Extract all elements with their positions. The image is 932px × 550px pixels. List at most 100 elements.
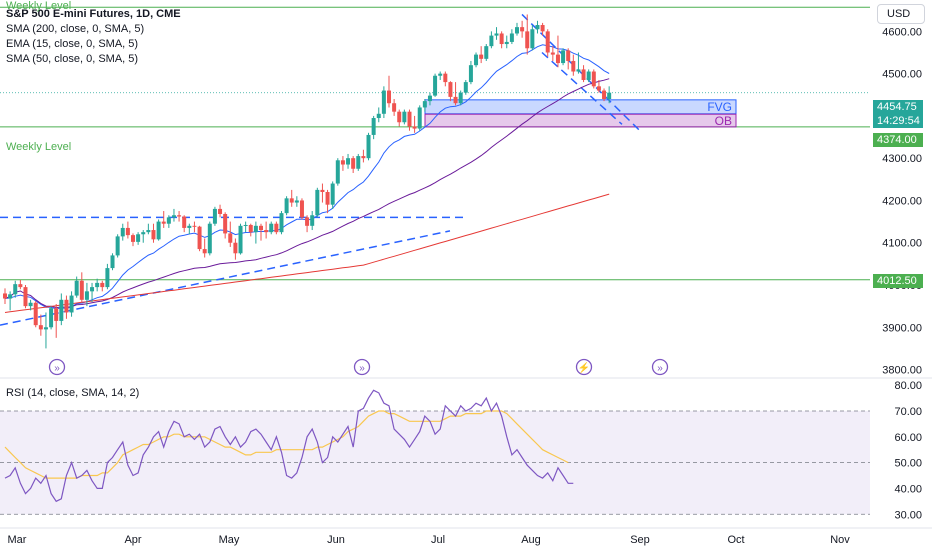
candle-body [325, 192, 330, 205]
candle-body [38, 325, 43, 330]
time-tick-label: Nov [830, 534, 850, 546]
candle-body [361, 156, 366, 159]
channel-lower-dashed-line [541, 51, 623, 125]
candle-body [366, 134, 371, 159]
candle-body [335, 160, 340, 184]
candle-body [43, 327, 48, 330]
candle-body [33, 302, 38, 326]
moving-averages [4, 44, 610, 313]
candle-body [64, 299, 69, 313]
axes: 4600.004500.004400.004300.004200.004100.… [0, 26, 932, 546]
ema15-legend[interactable]: EMA (15, close, 0, SMA, 5) [6, 38, 139, 50]
candle-body [264, 230, 269, 233]
rsi-legend[interactable]: RSI (14, close, SMA, 14, 2) [6, 387, 140, 399]
candle-body [166, 217, 171, 224]
time-tick-label: Aug [521, 534, 541, 546]
weekly-level-label: Weekly Level [6, 141, 72, 153]
candle-body [422, 101, 427, 108]
candle-body [448, 82, 453, 97]
candle-body [8, 294, 13, 299]
candle-body [535, 25, 540, 30]
candle-body [212, 208, 217, 224]
candle-body [146, 230, 151, 233]
candle-body [218, 208, 223, 214]
dividend-event-marker [575, 358, 593, 376]
candle-body [156, 221, 161, 240]
candle-body [371, 118, 376, 135]
candle-body [351, 158, 356, 169]
candle-body [412, 126, 417, 129]
candle-body [136, 234, 141, 242]
candle-body [474, 54, 479, 66]
chart-title[interactable]: S&P 500 E-mini Futures, 1D, CME [6, 8, 181, 20]
candle-body [586, 71, 591, 80]
candle-body [392, 103, 397, 112]
candle-body [84, 291, 89, 300]
time-tick-label: May [219, 534, 240, 546]
time-tick-label: Jun [327, 534, 345, 546]
candle-body [228, 233, 233, 243]
candle-body [438, 73, 443, 76]
fvg-zone [424, 99, 737, 115]
candle-body [566, 50, 571, 61]
level-4012-tag: 4012.50 [873, 274, 923, 288]
sma200-legend[interactable]: SMA (200, close, 0, SMA, 5) [6, 23, 145, 35]
candle-body [555, 54, 560, 64]
time-tick-label: Jul [431, 534, 445, 546]
candle-body [187, 225, 192, 228]
candle-body [110, 255, 115, 269]
candle-body [23, 287, 28, 307]
event-icon: » [54, 363, 60, 374]
candle-body [182, 216, 187, 228]
countdown-tag: 14:29:54 [873, 114, 923, 128]
candle-body [463, 82, 468, 93]
event-marker [48, 358, 66, 376]
candle-body [596, 86, 601, 91]
candle-body [576, 69, 581, 72]
candle-body [100, 282, 105, 288]
candle-body [530, 29, 535, 49]
candle-body [607, 92, 612, 99]
candle-body [253, 225, 258, 233]
candle-body [238, 225, 243, 254]
candle-body [376, 113, 381, 119]
sma50-legend[interactable]: SMA (50, close, 0, SMA, 5) [6, 53, 139, 65]
candle-body [484, 46, 489, 59]
candle-body [489, 35, 494, 47]
candle-body [381, 90, 386, 114]
candle-body [74, 280, 79, 296]
candle-body [310, 215, 315, 226]
price-tick-label: 3900.00 [882, 322, 922, 334]
sma200-line [4, 193, 610, 313]
rsi-tick-label: 50.00 [894, 458, 922, 470]
candle-body [387, 90, 391, 104]
weekly-level-label-top: Weekly Level [6, 0, 72, 12]
candle-body [453, 96, 458, 104]
rsi-tick-label: 40.00 [894, 483, 922, 495]
candle-body [243, 224, 248, 226]
candle-body [294, 200, 299, 203]
level-4374-tag: 4374.00 [873, 133, 923, 147]
event-marker [651, 358, 669, 376]
candle-body [120, 227, 125, 237]
candle-body [330, 183, 335, 205]
candle-body [427, 95, 432, 102]
candle-body [433, 75, 438, 96]
candle-body [545, 31, 550, 53]
price-tick-label: 4200.00 [882, 195, 922, 207]
candle-body [177, 215, 182, 217]
candle-body [279, 213, 284, 233]
candle-body [59, 299, 64, 321]
candle-body [284, 198, 289, 214]
time-tick-label: Sep [630, 534, 650, 546]
currency-button[interactable]: USD [877, 4, 925, 24]
candle-body [105, 268, 110, 288]
candle-body [602, 90, 607, 99]
candle-body [289, 198, 294, 203]
candle-body [397, 111, 402, 123]
candle-body [223, 213, 228, 234]
candle-body [561, 50, 566, 64]
candle-body [202, 249, 207, 254]
candle-body [320, 189, 325, 192]
